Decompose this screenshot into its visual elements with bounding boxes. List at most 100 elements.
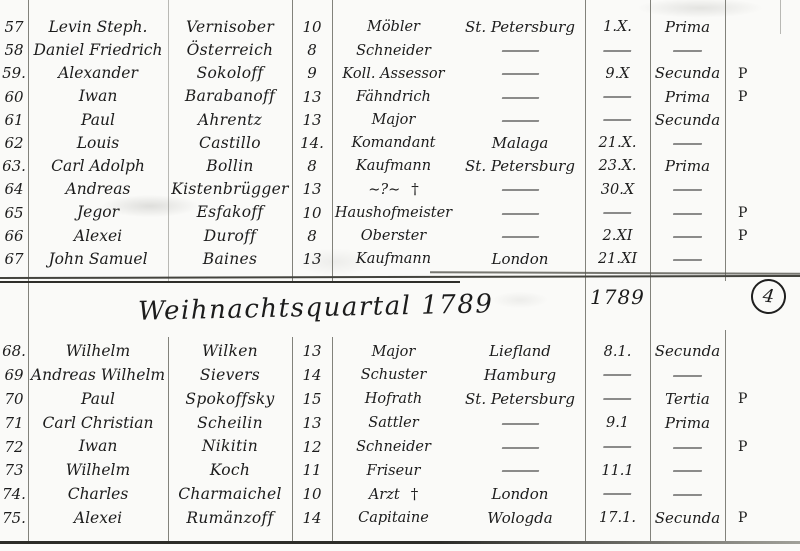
date: 21.XI	[597, 251, 638, 268]
first-name: Alexei	[73, 508, 123, 527]
cross-deceased-icon: †	[411, 180, 419, 199]
ditto-dash: —	[671, 485, 704, 504]
p-mark: P	[738, 89, 748, 106]
city: London	[491, 485, 549, 504]
date: 21.X.	[598, 135, 637, 152]
column-rule	[28, 0, 29, 541]
occupation: Sattler	[368, 415, 419, 432]
first-name: John Samuel	[48, 249, 148, 268]
column-rule	[168, 337, 169, 541]
cross-deceased-icon: †	[410, 484, 419, 503]
ditto-dash: —	[602, 112, 633, 129]
city: St. Petersburg	[465, 18, 575, 37]
row-number: 72	[4, 437, 24, 456]
p-mark: P	[738, 228, 748, 245]
class: —	[650, 463, 725, 478]
class: Secunda	[654, 64, 721, 83]
city: —	[455, 182, 585, 197]
table-row: 65 Jegor Esfakoff 10 Haushofmeister — — — P	[0, 202, 800, 225]
row-number: 59.	[2, 64, 26, 83]
p-mark: P	[738, 205, 748, 222]
last-name: Rumänzoff	[186, 508, 274, 527]
last-name: Bollin	[206, 156, 254, 175]
class: Secunda	[654, 508, 721, 527]
row-number: 69	[4, 366, 24, 385]
table-row: 57 Levin Steph. Vernisober 10 Möbler St. Pete…	[0, 16, 800, 39]
section-heading: Weihnachtsquartal 1789	[137, 289, 494, 327]
date: 17.1.	[599, 510, 636, 527]
ditto-dash: —	[671, 203, 704, 222]
city: —	[455, 110, 585, 129]
table-row: 66 Alexei Duroff 8 Oberster — 2.XI — P	[0, 225, 800, 248]
age: 15	[302, 389, 322, 408]
ditto-dash: —	[602, 391, 633, 408]
column-rule	[168, 0, 169, 281]
year-in-date-column: 1789	[590, 285, 645, 309]
ditto-dash: —	[602, 367, 633, 384]
occupation: Möbler	[366, 19, 420, 36]
last-name: Charmaichel	[178, 484, 282, 503]
ditto-dash: —	[602, 204, 633, 221]
age: 8	[307, 226, 317, 245]
occupation: Kaufmann	[355, 158, 432, 175]
first-name: Carl Adolph	[51, 156, 145, 175]
class: Secunda	[654, 110, 721, 129]
page-number: 4	[761, 285, 776, 308]
ditto-dash: —	[602, 486, 633, 503]
last-name: Sokoloff	[196, 64, 264, 83]
first-name: Charles	[67, 484, 129, 503]
class: —	[650, 251, 725, 267]
occupation: Fähndrich	[356, 88, 431, 105]
occupation: Arzt †	[368, 484, 419, 503]
first-name: Andreas Wilhelm	[30, 365, 166, 384]
age: 12	[302, 437, 322, 456]
first-name: Louis	[76, 133, 120, 152]
row-number: 67	[4, 249, 24, 268]
p-mark: P	[738, 439, 748, 456]
first-name: Jegor	[76, 203, 120, 222]
class: —	[650, 228, 725, 244]
table-row: 64 Andreas Kistenbrügger 13 ∼?∼ † — 30.X —	[0, 178, 800, 201]
occupation: Oberster	[360, 228, 427, 245]
age: 14.	[300, 134, 324, 153]
occupation: ∼?∼ †	[368, 180, 419, 199]
last-name: Ahrentz	[197, 110, 263, 129]
ditto-dash: —	[499, 226, 541, 245]
p-mark: P	[738, 65, 748, 82]
city: St. Petersburg	[465, 157, 575, 176]
city: —	[455, 66, 585, 81]
table-row: 74. Charles Charmaichel 10 Arzt † London — —	[0, 483, 800, 507]
last-name: Kistenbrügger	[171, 180, 289, 199]
first-name: Daniel Friedrich	[33, 41, 163, 60]
date: —	[585, 487, 650, 502]
first-name: Carl Christian	[42, 413, 154, 432]
last-name: Castillo	[199, 133, 261, 152]
ditto-dash: —	[602, 88, 633, 105]
date: —	[585, 392, 650, 407]
occupation: Haushofmeister	[334, 204, 453, 221]
row-number: 61	[4, 110, 24, 129]
city: —	[455, 415, 585, 431]
column-rule	[292, 337, 293, 541]
section-divider-line	[0, 281, 460, 283]
ditto-dash: —	[499, 110, 541, 129]
last-name: Vernisober	[185, 17, 275, 36]
occupation: Kaufmann	[355, 251, 432, 268]
age: 11	[302, 461, 322, 480]
occupation: Komandant	[351, 135, 436, 152]
table-row: 73 Wilhelm Koch 11 Friseur — 11.1 —	[0, 459, 800, 483]
class: —	[650, 368, 725, 383]
last-name: Sievers	[199, 365, 261, 384]
occupation: Koll. Assessor	[342, 65, 445, 82]
class: —	[650, 439, 725, 455]
table-row: 59. Alexander Sokoloff 9 Koll. Assessor — 9.X S…	[0, 62, 800, 85]
table-row: 72 Iwan Nikitin 12 Schneider — — — P	[0, 435, 800, 459]
class: Prima	[664, 413, 711, 432]
table-row: 67 John Samuel Baines 13 Kaufmann London 21.XI…	[0, 248, 800, 271]
first-name: Iwan	[78, 87, 118, 106]
ditto-dash: —	[671, 461, 704, 480]
ditto-dash: —	[499, 64, 541, 83]
age: 14	[302, 508, 322, 527]
first-name: Wilhelm	[65, 342, 131, 361]
row-number: 58	[4, 41, 24, 60]
